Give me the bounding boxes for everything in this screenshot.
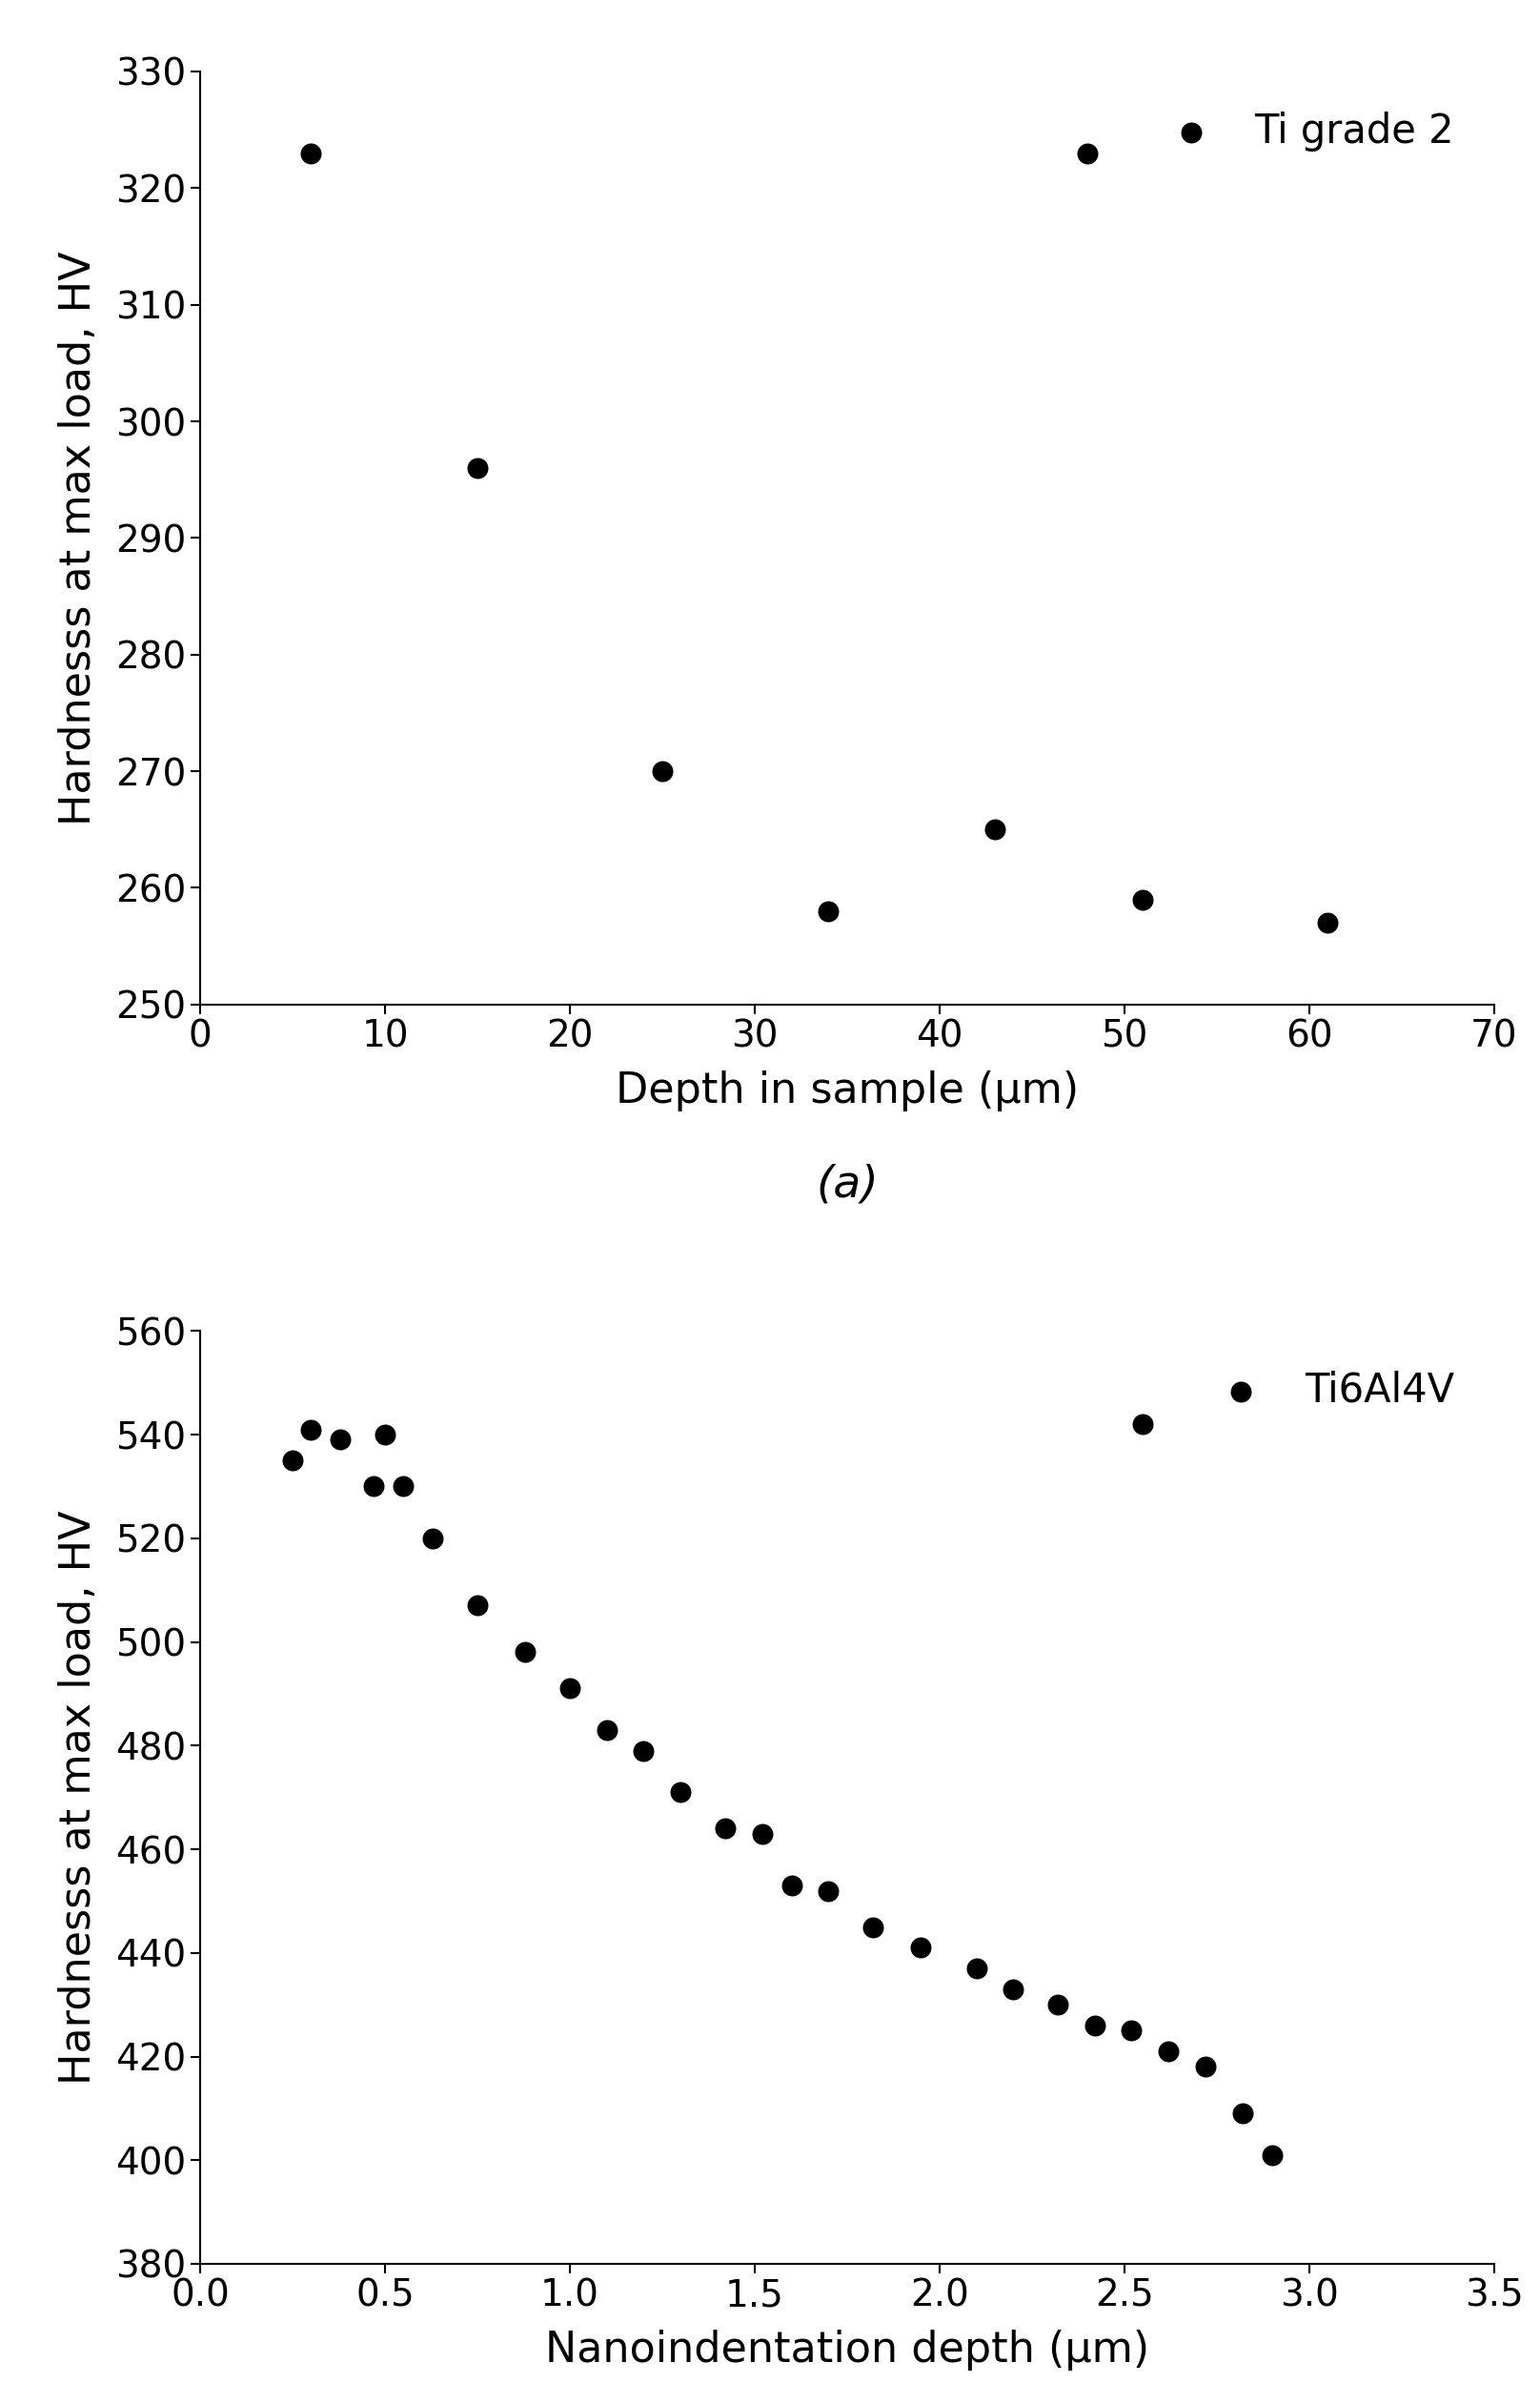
Point <box>1157 2033 1181 2071</box>
Legend: Ti grade 2: Ti grade 2 <box>1132 91 1474 172</box>
Point <box>594 1711 619 1749</box>
Point <box>1001 1971 1026 2009</box>
Point <box>557 1670 582 1709</box>
Point <box>650 753 675 791</box>
X-axis label: Nanoindentation depth (μm): Nanoindentation depth (μm) <box>545 2331 1149 2371</box>
Point <box>779 1866 804 1904</box>
Point <box>964 1949 989 1987</box>
Y-axis label: Hardnesss at max load, HV: Hardnesss at max load, HV <box>59 1511 100 2085</box>
Point <box>816 891 841 929</box>
Point <box>750 1813 775 1852</box>
Legend: Ti6Al4V: Ti6Al4V <box>1181 1351 1474 1430</box>
Point <box>362 1468 387 1506</box>
Point <box>861 1909 885 1947</box>
Point <box>391 1468 416 1506</box>
Point <box>909 1928 933 1966</box>
Y-axis label: Hardnesss at max load, HV: Hardnesss at max load, HV <box>59 250 100 825</box>
Point <box>1120 2011 1144 2049</box>
Text: (a): (a) <box>816 1163 878 1206</box>
Point <box>299 1411 323 1449</box>
Point <box>1046 1985 1070 2023</box>
Point <box>328 1420 353 1458</box>
Point <box>1130 1406 1155 1444</box>
Point <box>713 1809 738 1847</box>
X-axis label: Depth in sample (μm): Depth in sample (μm) <box>616 1070 1078 1110</box>
Point <box>1230 2095 1255 2133</box>
Point <box>1075 133 1100 172</box>
Point <box>420 1520 445 1558</box>
Point <box>1130 879 1155 917</box>
Point <box>465 448 490 486</box>
Point <box>513 1632 537 1670</box>
Point <box>816 1871 841 1909</box>
Point <box>465 1587 490 1625</box>
Point <box>1083 2006 1107 2045</box>
Point <box>1260 2135 1284 2173</box>
Point <box>373 1416 397 1454</box>
Point <box>299 133 323 172</box>
Point <box>631 1732 656 1771</box>
Point <box>1315 903 1340 941</box>
Point <box>1194 2047 1218 2085</box>
Point <box>668 1773 693 1811</box>
Point <box>983 810 1007 848</box>
Point <box>280 1442 305 1480</box>
